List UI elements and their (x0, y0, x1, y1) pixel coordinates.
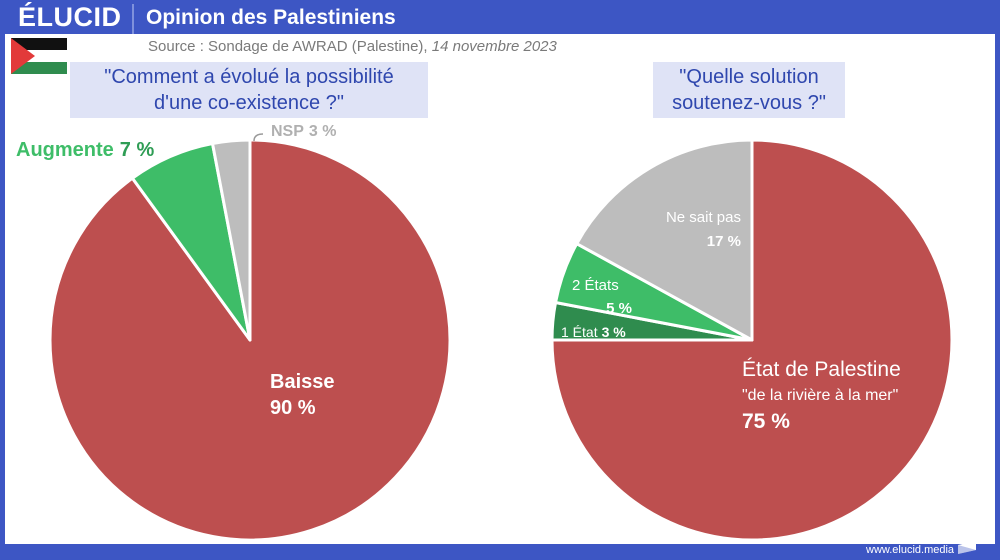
label-augmente-group: Augmente 7 % (16, 139, 154, 161)
header-divider (132, 4, 134, 34)
value-baisse: 90 % (270, 397, 316, 419)
source-line: Source : Sondage de AWRAD (Palestine), 1… (148, 38, 557, 55)
label-1-etat-group: 1 État 3 % (561, 324, 626, 340)
chart2-question-line1: "Quelle solution (679, 66, 819, 88)
nsp-leader-line (253, 133, 264, 142)
value-2-etats: 5 % (606, 300, 632, 317)
pie-chart-solution (550, 138, 954, 542)
label-ne-sait-pas: Ne sait pas (666, 209, 741, 226)
value-augmente: 7 % (120, 139, 155, 161)
source-date: 14 novembre 2023 (431, 38, 557, 55)
value-nsp: 3 % (309, 123, 337, 140)
pie2-slice-tat-de-palestine (550, 138, 954, 542)
label-nsp-group: NSP 3 % (271, 123, 336, 140)
label-1-etat: 1 État (561, 324, 598, 340)
label-etat-de-palestine: État de Palestine (742, 358, 901, 381)
header-bar: ÉLUCID Opinion des Palestiniens (0, 0, 1000, 36)
pie-chart-coexistence (48, 138, 452, 542)
footer-url[interactable]: www.elucid.media (866, 544, 955, 556)
pie2-slice-ne-sait-pas (575, 138, 754, 342)
pie1-slice-nsp (211, 138, 252, 342)
elucid-footer-logo-icon (958, 541, 976, 554)
source-text: Source : Sondage de AWRAD (Palestine), (148, 38, 432, 55)
label-nsp: NSP (271, 123, 304, 140)
label-baisse: Baisse (270, 371, 335, 393)
chart2-question: "Quelle solution soutenez-vous ?" (653, 62, 845, 118)
chart1-question-line1: "Comment a évolué la possibilité (104, 66, 394, 88)
label-augmente: Augmente (16, 139, 114, 161)
value-1-etat: 3 % (602, 324, 627, 340)
page-title: Opinion des Palestiniens (146, 6, 396, 29)
value-ne-sait-pas: 17 % (707, 233, 741, 250)
chart2-question-line2: soutenez-vous ?" (672, 92, 826, 114)
sublabel-riviere-mer: "de la rivière à la mer" (742, 387, 898, 404)
value-etat-de-palestine: 75 % (742, 410, 790, 433)
label-2-etats: 2 États (572, 277, 619, 294)
palestine-flag-icon (11, 38, 67, 74)
elucid-logo: ÉLUCID (18, 2, 122, 32)
chart1-question: "Comment a évolué la possibilité d'une c… (70, 62, 428, 118)
chart1-question-line2: d'une co-existence ?" (154, 92, 344, 114)
